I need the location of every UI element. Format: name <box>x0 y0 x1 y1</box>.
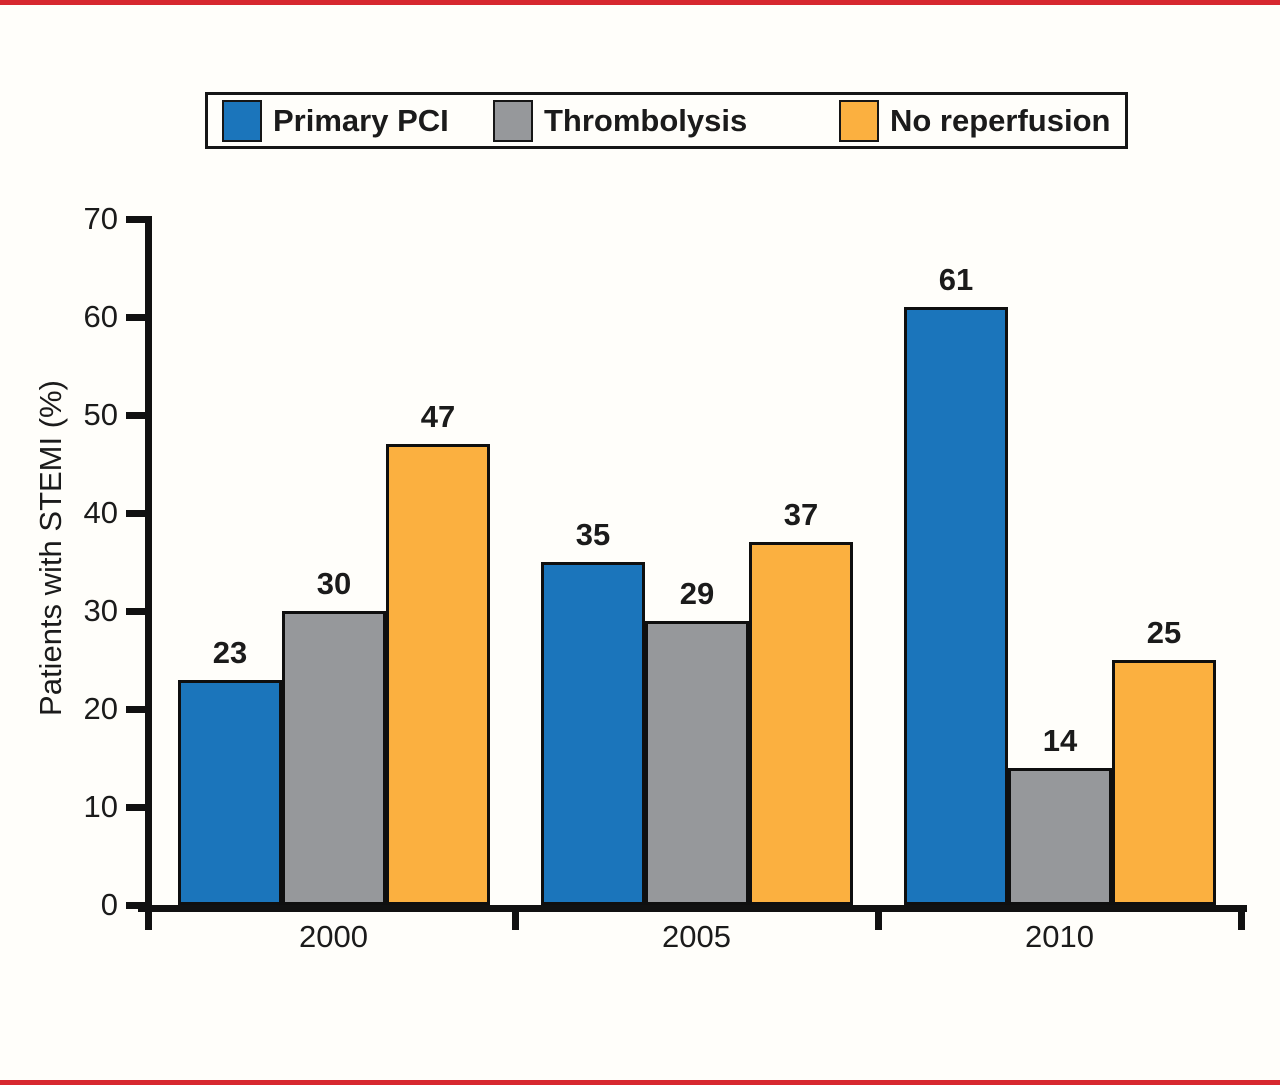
x-tick-label: 2000 <box>299 919 368 954</box>
bar-primary-pci-2010 <box>904 307 1008 905</box>
bar-value-label: 30 <box>316 566 352 601</box>
bar-no-reperfusion-2000 <box>386 444 490 905</box>
legend-item-primary-pci: Primary PCI <box>222 95 449 146</box>
bar-value-label: 47 <box>420 399 456 435</box>
legend-swatch-primary-pci <box>222 99 262 142</box>
y-axis-tick <box>126 607 145 615</box>
y-tick-label: 40 <box>83 495 118 530</box>
bar-thrombolysis-2005 <box>645 620 749 905</box>
bar-value-label: 37 <box>783 497 819 533</box>
y-axis-tick <box>126 901 145 909</box>
bar-value-label: 14 <box>1042 722 1078 758</box>
bar-no-reperfusion-2005 <box>749 542 853 905</box>
bar-value-label: 23 <box>212 634 248 670</box>
legend-swatch-no-reperfusion <box>839 99 879 142</box>
y-axis-tick <box>126 509 145 517</box>
x-axis-tick <box>511 905 519 930</box>
bar-thrombolysis-2010 <box>1008 767 1112 905</box>
y-tick-label: 60 <box>83 299 118 334</box>
y-tick-label: 10 <box>83 789 118 824</box>
legend-item-no-reperfusion: No reperfusion <box>839 95 1110 146</box>
legend-item-thrombolysis: Thrombolysis <box>493 95 747 146</box>
y-axis-tick <box>126 411 145 419</box>
bottom-accent-bar <box>0 1080 1280 1085</box>
legend-label-no-reperfusion: No reperfusion <box>890 102 1111 138</box>
y-tick-label: 50 <box>83 397 118 432</box>
y-axis-tick <box>126 803 145 811</box>
y-tick-label: 70 <box>83 201 118 236</box>
bar-no-reperfusion-2010 <box>1112 660 1216 905</box>
legend-label-thrombolysis: Thrombolysis <box>544 102 748 138</box>
y-tick-label: 20 <box>83 691 118 726</box>
y-axis-tick <box>126 215 145 223</box>
x-axis-tick <box>874 905 882 930</box>
y-axis-line <box>145 216 152 930</box>
bar-value-label: 25 <box>1146 615 1182 650</box>
legend-swatch-thrombolysis <box>493 99 533 142</box>
legend-label-primary-pci: Primary PCI <box>273 102 449 138</box>
x-tick-label: 2005 <box>662 919 731 954</box>
x-tick-label: 2010 <box>1025 919 1094 954</box>
bar-primary-pci-2005 <box>541 562 645 905</box>
y-axis-tick <box>126 705 145 713</box>
y-tick-label: 0 <box>100 887 118 922</box>
bar-thrombolysis-2000 <box>282 611 386 905</box>
bar-value-label: 61 <box>938 262 974 298</box>
chart-legend: Primary PCI Thrombolysis No reperfusion <box>205 92 1128 149</box>
bar-value-label: 35 <box>575 517 611 552</box>
y-tick-label: 30 <box>83 593 118 628</box>
x-axis-tick <box>1237 905 1245 930</box>
x-axis-line <box>138 905 1247 912</box>
top-accent-bar <box>0 0 1280 5</box>
bar-primary-pci-2000 <box>178 679 282 905</box>
bar-value-label: 29 <box>679 575 715 611</box>
y-axis-tick <box>126 313 145 321</box>
